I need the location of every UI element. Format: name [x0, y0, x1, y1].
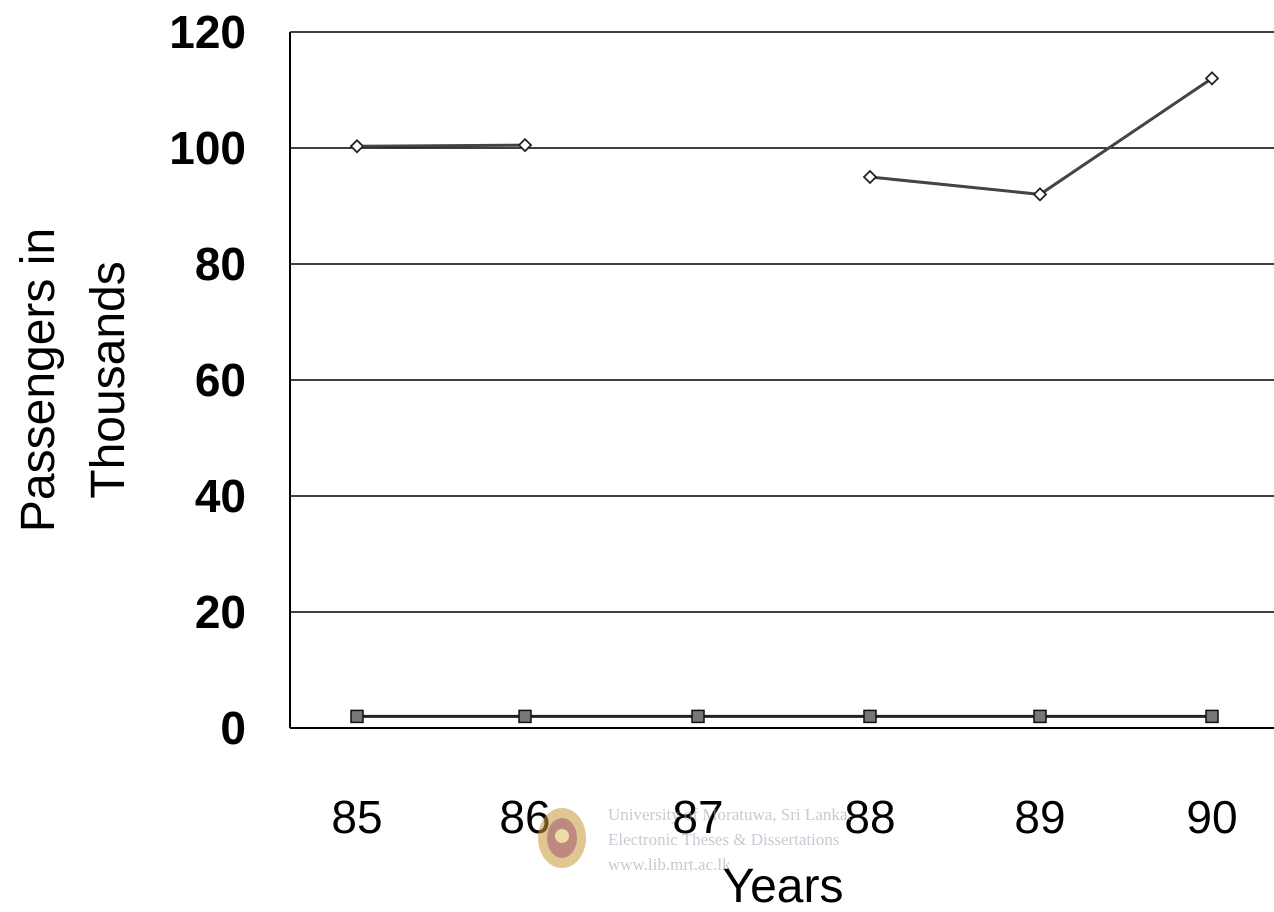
data-point — [691, 709, 705, 724]
gridlines — [290, 31, 1274, 613]
x-tick-label: 90 — [1186, 791, 1237, 843]
series-1 — [349, 71, 1220, 202]
data-point — [1032, 187, 1048, 202]
university-crest-seal — [538, 808, 586, 868]
data-point — [863, 709, 877, 724]
y-tick-label: 0 — [220, 702, 246, 754]
x-tick-label: 85 — [331, 791, 382, 843]
data-point — [1205, 709, 1219, 724]
data-point — [517, 137, 533, 153]
y-tick-label: 80 — [195, 238, 246, 290]
series-line — [869, 77, 1213, 196]
series-layer — [349, 71, 1220, 724]
data-point — [350, 709, 364, 724]
watermark-line-2: Electronic Theses & Dissertations — [608, 830, 840, 849]
y-axis-title: Passengers in Thousands — [12, 228, 135, 532]
data-point — [518, 709, 532, 724]
data-point — [1204, 71, 1220, 86]
y-tick-label: 120 — [169, 6, 246, 58]
x-axis-title: Years — [723, 860, 844, 912]
data-point — [1033, 709, 1047, 724]
watermark-line-1: University of Moratuwa, Sri Lanka. — [608, 805, 852, 824]
series-line — [356, 143, 526, 148]
y-axis-title-line-2: Thousands — [82, 261, 135, 499]
watermark-line-3: www.lib.mrt.ac.lk — [608, 855, 731, 874]
data-point — [862, 169, 878, 185]
watermark: University of Moratuwa, Sri Lanka. Elect… — [538, 805, 852, 874]
axes — [289, 32, 1274, 729]
y-tick-label: 40 — [195, 470, 246, 522]
x-tick-label: 87 — [672, 791, 723, 843]
y-tick-label: 100 — [169, 122, 246, 174]
data-point — [349, 138, 365, 154]
y-tick-label: 20 — [195, 586, 246, 638]
x-tick-label: 88 — [844, 791, 895, 843]
x-tick-label: 89 — [1014, 791, 1065, 843]
y-axis-title-line-1: Passengers in — [12, 228, 65, 532]
y-tick-labels: 0 20 40 60 80 100 120 — [169, 6, 246, 754]
y-tick-label: 60 — [195, 354, 246, 406]
series-2 — [350, 709, 1219, 724]
